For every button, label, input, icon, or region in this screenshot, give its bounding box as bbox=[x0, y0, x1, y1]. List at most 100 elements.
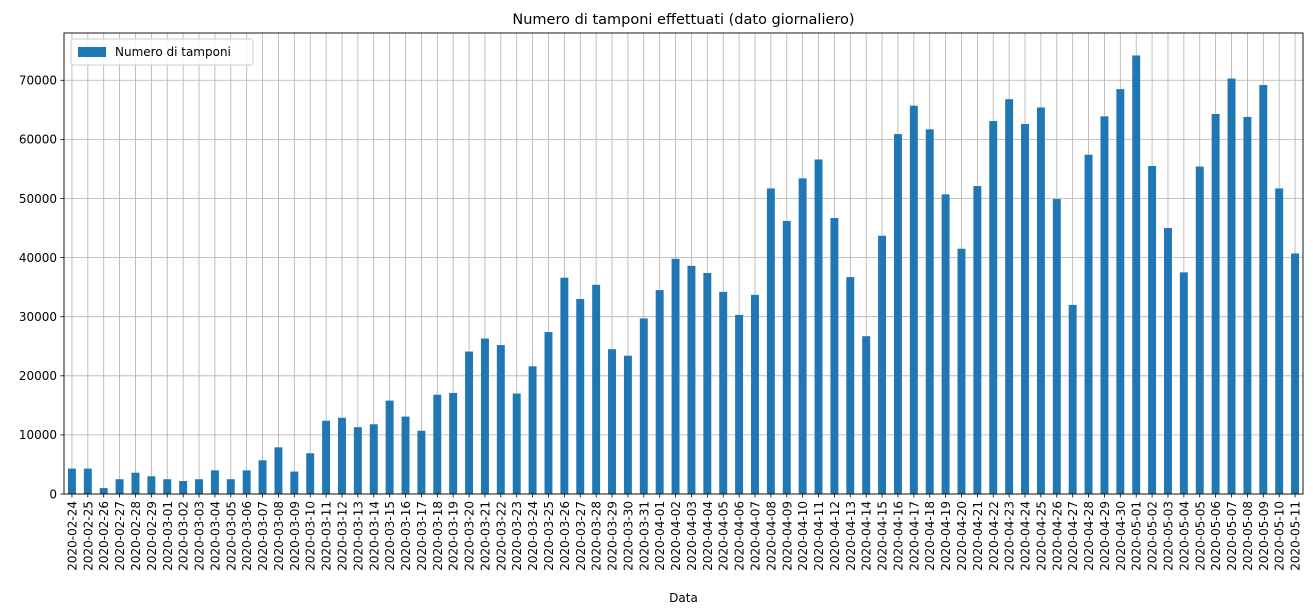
bar bbox=[1036, 107, 1045, 494]
x-tick-label: 2020-04-20 bbox=[955, 501, 969, 571]
bar bbox=[401, 416, 410, 494]
bar bbox=[258, 460, 267, 494]
x-axis-label: Data bbox=[669, 591, 698, 605]
bar bbox=[608, 349, 616, 494]
x-tick-label: 2020-04-06 bbox=[733, 501, 747, 571]
y-tick-label: 60000 bbox=[19, 133, 57, 147]
bar bbox=[290, 471, 299, 494]
x-tick-label: 2020-04-13 bbox=[844, 501, 858, 571]
bar bbox=[576, 298, 585, 494]
x-tick-label: 2020-03-06 bbox=[240, 501, 254, 571]
bars-layer bbox=[67, 55, 1300, 495]
bar bbox=[544, 332, 553, 494]
x-tick-label: 2020-04-29 bbox=[1098, 501, 1112, 571]
x-tick-label: 2020-05-07 bbox=[1225, 501, 1239, 571]
x-tick-label: 2020-03-22 bbox=[494, 501, 508, 571]
bar bbox=[131, 472, 140, 494]
x-tick-label: 2020-02-25 bbox=[81, 501, 95, 571]
x-tick-label: 2020-05-01 bbox=[1130, 501, 1144, 571]
bar bbox=[592, 284, 601, 494]
bar bbox=[782, 220, 791, 494]
bar bbox=[338, 417, 346, 494]
bar bbox=[306, 453, 315, 494]
y-tick-label: 70000 bbox=[19, 74, 57, 88]
bar bbox=[417, 430, 426, 494]
x-tick-label: 2020-03-18 bbox=[431, 501, 445, 571]
x-tick-label: 2020-05-05 bbox=[1193, 501, 1207, 571]
bar bbox=[878, 235, 887, 494]
x-tick-label: 2020-03-15 bbox=[383, 501, 397, 571]
x-tick-label: 2020-04-30 bbox=[1114, 501, 1128, 571]
legend-box bbox=[70, 38, 254, 66]
bar bbox=[862, 336, 871, 494]
x-tick-label: 2020-02-26 bbox=[97, 501, 111, 571]
bar bbox=[465, 351, 474, 494]
bar bbox=[1291, 253, 1300, 494]
bar bbox=[941, 194, 950, 494]
x-tick-label: 2020-03-09 bbox=[288, 501, 302, 571]
x-tick-label: 2020-04-16 bbox=[891, 501, 905, 571]
legend: Numero di tamponi bbox=[70, 38, 254, 66]
x-tick-label: 2020-04-25 bbox=[1034, 501, 1048, 571]
y-tick-label: 30000 bbox=[19, 310, 57, 324]
chart-title: Numero di tamponi effettuati (dato giorn… bbox=[512, 12, 854, 28]
x-tick-label: 2020-04-12 bbox=[828, 501, 842, 571]
bar bbox=[989, 121, 998, 495]
x-tick-label: 2020-05-10 bbox=[1273, 501, 1287, 571]
bar bbox=[1243, 116, 1252, 494]
x-tick-label: 2020-05-08 bbox=[1241, 501, 1255, 571]
x-tick-label: 2020-04-21 bbox=[971, 501, 985, 571]
x-tick-label: 2020-03-17 bbox=[415, 501, 429, 571]
x-tick-label: 2020-04-24 bbox=[1019, 501, 1033, 571]
bar bbox=[322, 420, 331, 494]
bar bbox=[830, 217, 839, 494]
x-tick-label: 2020-03-14 bbox=[367, 501, 381, 571]
axes-layer bbox=[63, 32, 1304, 495]
x-tick-label: 2020-03-02 bbox=[177, 501, 191, 571]
x-tick-label: 2020-04-19 bbox=[939, 501, 953, 571]
x-tick-label: 2020-03-16 bbox=[399, 501, 413, 571]
bar bbox=[274, 447, 283, 494]
bar bbox=[735, 314, 744, 494]
x-tick-label: 2020-04-18 bbox=[923, 501, 937, 571]
x-tick-label: 2020-03-12 bbox=[335, 501, 349, 571]
bar bbox=[353, 427, 362, 494]
x-tick-label: 2020-03-27 bbox=[574, 501, 588, 571]
bar bbox=[798, 178, 807, 494]
bar bbox=[973, 186, 982, 495]
x-tick-label: 2020-03-20 bbox=[463, 501, 477, 571]
bar bbox=[925, 129, 934, 495]
bar bbox=[226, 479, 235, 494]
bar bbox=[242, 470, 251, 494]
bar bbox=[1005, 99, 1014, 494]
x-tick-label: 2020-03-24 bbox=[526, 501, 540, 571]
x-tick-label: 2020-04-17 bbox=[907, 501, 921, 571]
bar bbox=[1259, 85, 1268, 494]
bar bbox=[163, 479, 172, 494]
x-tick-label: 2020-03-01 bbox=[161, 501, 175, 571]
y-ticks: 0 10000 20000 30000 40000 50000 60000 70000 bbox=[19, 74, 64, 501]
x-tick-label: 2020-03-19 bbox=[447, 501, 461, 571]
bar bbox=[480, 338, 489, 494]
x-tick-label: 2020-03-04 bbox=[208, 501, 222, 571]
bar bbox=[83, 468, 92, 494]
bar bbox=[1148, 165, 1157, 494]
bar bbox=[385, 400, 394, 494]
y-tick-label: 40000 bbox=[19, 251, 57, 265]
bar bbox=[1084, 154, 1093, 494]
x-tick-label: 2020-02-28 bbox=[129, 501, 143, 571]
bar bbox=[1195, 166, 1204, 495]
x-tick-label: 2020-03-30 bbox=[621, 501, 635, 571]
x-tick-label: 2020-05-06 bbox=[1209, 501, 1223, 571]
bar bbox=[1068, 304, 1077, 494]
x-ticks: 2020-02-24 2020-02-25 2020-02-26 2020-02-27… bbox=[65, 494, 1303, 571]
x-tick-label: 2020-03-13 bbox=[351, 501, 365, 571]
bar bbox=[846, 277, 855, 494]
x-tick-label: 2020-04-23 bbox=[1003, 501, 1017, 571]
bar bbox=[1164, 228, 1172, 495]
x-tick-label: 2020-04-22 bbox=[987, 501, 1001, 571]
bar bbox=[528, 366, 537, 494]
y-tick-label: 0 bbox=[49, 487, 57, 501]
x-tick-label: 2020-04-03 bbox=[685, 501, 699, 571]
bar bbox=[449, 392, 458, 494]
